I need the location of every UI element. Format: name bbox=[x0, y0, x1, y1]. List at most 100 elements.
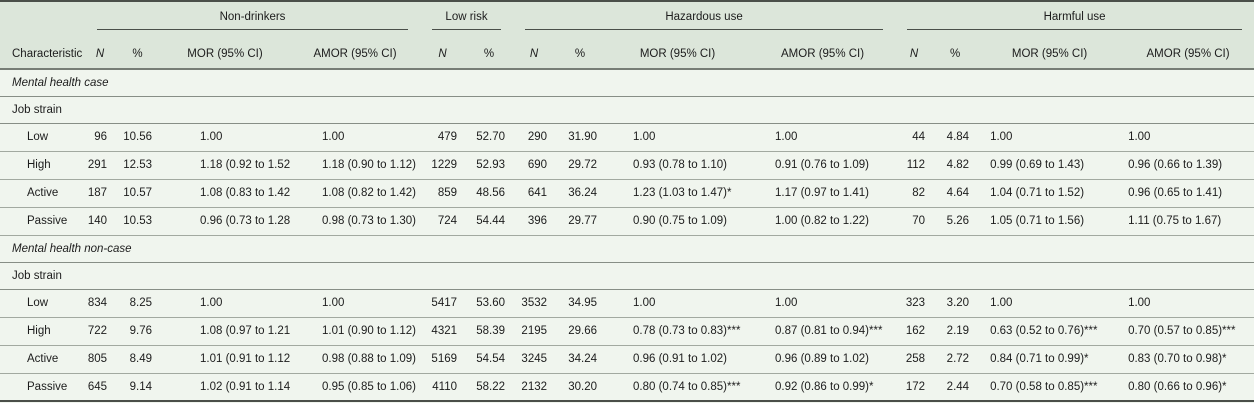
column-group-label: Non-drinkers bbox=[97, 11, 409, 30]
data-cell: 1.02 (0.91 to 1.14) bbox=[200, 380, 290, 393]
column-header-mor: MOR (95% CI) bbox=[187, 48, 263, 60]
data-cell: 291 bbox=[87, 159, 107, 171]
data-cell: 0.96 (0.73 to 1.28) bbox=[200, 215, 290, 227]
column-header-percent: % bbox=[574, 48, 586, 60]
column-header-percent: % bbox=[949, 48, 961, 60]
data-cell: 1.01 (0.90 to 1.12) bbox=[322, 325, 416, 337]
data-cell: 9.76 bbox=[129, 325, 152, 337]
data-cell: 0.78 (0.73 to 0.83)*** bbox=[633, 325, 741, 337]
data-cell: 1.00 bbox=[1128, 131, 1151, 143]
data-cell: 1.00 bbox=[990, 131, 1013, 143]
data-cell: 0.99 (0.69 to 1.43) bbox=[990, 159, 1085, 171]
data-cell: 9.14 bbox=[129, 380, 152, 393]
row-label: High bbox=[27, 159, 51, 171]
data-cell: 834 bbox=[87, 297, 107, 309]
data-cell: 0.83 (0.70 to 0.98)* bbox=[1128, 353, 1227, 365]
data-cell: 8.49 bbox=[129, 353, 152, 365]
data-cell: 0.63 (0.52 to 0.76)*** bbox=[990, 325, 1098, 337]
data-cell: 1.00 bbox=[633, 297, 656, 309]
data-cell: 0.95 (0.85 to 1.06) bbox=[322, 380, 416, 393]
column-group-low-risk: Low risk bbox=[420, 1, 513, 30]
data-cell: 2.72 bbox=[946, 353, 970, 365]
data-cell: 0.90 (0.75 to 1.09) bbox=[633, 215, 727, 227]
data-cell: 1.00 bbox=[990, 297, 1013, 309]
data-cell: 53.60 bbox=[476, 297, 506, 309]
section-title-row: Mental health case bbox=[0, 69, 1254, 96]
table-row-noncase-low: Low 834 8.25 1.00 1.00 5417 53.60 3532 3… bbox=[0, 289, 1254, 317]
data-cell: 54.54 bbox=[476, 353, 506, 365]
data-cell: 3532 bbox=[521, 297, 548, 309]
data-cell: 1.18 (0.92 to 1.52) bbox=[200, 159, 290, 171]
column-header-percent: % bbox=[483, 48, 495, 60]
data-cell: 2.44 bbox=[946, 380, 970, 393]
data-cell: 96 bbox=[94, 131, 107, 143]
row-label: Low bbox=[27, 297, 49, 309]
data-cell: 4321 bbox=[431, 325, 458, 337]
data-cell: 140 bbox=[87, 215, 107, 227]
data-cell: 1.00 bbox=[200, 131, 223, 143]
data-cell: 29.66 bbox=[568, 325, 598, 337]
column-header-n: N bbox=[95, 48, 105, 60]
data-cell: 4.82 bbox=[946, 159, 970, 171]
data-cell: 396 bbox=[527, 215, 548, 227]
data-cell: 323 bbox=[905, 297, 926, 309]
column-header-n: N bbox=[438, 48, 447, 60]
data-cell: 1.08 (0.83 to 1.42) bbox=[200, 187, 290, 199]
data-cell: 52.70 bbox=[476, 131, 506, 143]
data-cell: 0.70 (0.58 to 0.85)*** bbox=[990, 380, 1098, 393]
data-cell: 54.44 bbox=[476, 215, 506, 227]
column-group-label: Harmful use bbox=[907, 11, 1243, 30]
data-cell: 1.00 bbox=[775, 131, 798, 143]
data-cell: 805 bbox=[87, 353, 107, 365]
data-cell: 0.84 (0.71 to 0.99)* bbox=[990, 353, 1089, 365]
data-cell: 5417 bbox=[431, 297, 458, 309]
data-cell: 0.80 (0.66 to 0.96)* bbox=[1128, 380, 1227, 393]
data-cell: 4.64 bbox=[946, 187, 970, 199]
data-cell: 5.26 bbox=[946, 215, 970, 227]
data-cell: 1229 bbox=[431, 159, 458, 171]
data-cell: 0.70 (0.57 to 0.85)*** bbox=[1128, 325, 1236, 337]
data-cell: 1.00 bbox=[322, 297, 345, 309]
data-cell: 1.23 (1.03 to 1.47)* bbox=[633, 187, 732, 199]
column-header-amor: AMOR (95% CI) bbox=[781, 48, 865, 60]
data-cell: 1.00 bbox=[1128, 297, 1151, 309]
row-label: High bbox=[27, 325, 51, 337]
data-cell: 1.08 (0.97 to 1.21) bbox=[200, 325, 290, 337]
data-cell: 5169 bbox=[431, 353, 458, 365]
data-cell: 0.96 (0.65 to 1.41) bbox=[1128, 187, 1223, 199]
table-row-case-active: Active 187 10.57 1.08 (0.83 to 1.42) 1.0… bbox=[0, 179, 1254, 207]
data-cell: 10.56 bbox=[123, 131, 152, 143]
subsection-label: Job strain bbox=[12, 269, 62, 282]
data-cell: 52.93 bbox=[476, 159, 506, 171]
data-cell: 70 bbox=[912, 215, 926, 227]
subsection-row: Job strain bbox=[0, 262, 1254, 289]
data-cell: 859 bbox=[437, 187, 458, 199]
data-cell: 1.00 bbox=[775, 297, 798, 309]
section-title: Mental health case bbox=[12, 76, 109, 89]
column-group-label: Low risk bbox=[432, 11, 502, 30]
data-cell: 4.84 bbox=[946, 131, 970, 143]
column-group-hazardous-use: Hazardous use bbox=[513, 1, 895, 30]
data-cell: 10.53 bbox=[123, 215, 152, 227]
group-header-spacer bbox=[0, 1, 85, 30]
data-cell: 187 bbox=[87, 187, 107, 199]
data-cell: 36.24 bbox=[568, 187, 598, 199]
data-cell: 0.96 (0.66 to 1.39) bbox=[1128, 159, 1223, 171]
data-cell: 479 bbox=[437, 131, 458, 143]
data-cell: 31.90 bbox=[568, 131, 598, 143]
table-row-case-passive: Passive 140 10.53 0.96 (0.73 to 1.28) 0.… bbox=[0, 207, 1254, 235]
data-cell: 1.00 bbox=[633, 131, 656, 143]
data-cell: 722 bbox=[87, 325, 107, 337]
data-cell: 258 bbox=[905, 353, 926, 365]
data-cell: 1.17 (0.97 to 1.41) bbox=[775, 187, 869, 199]
table-header: Non-drinkers Low risk Hazardous use Harm… bbox=[0, 1, 1254, 69]
data-cell: 2132 bbox=[521, 380, 548, 393]
data-cell: 162 bbox=[905, 325, 926, 337]
row-label: Active bbox=[27, 353, 59, 365]
data-cell: 1.00 bbox=[322, 131, 345, 143]
data-cell: 34.24 bbox=[568, 353, 598, 365]
row-label: Low bbox=[27, 131, 49, 143]
data-cell: 10.57 bbox=[123, 187, 152, 199]
data-cell: 34.95 bbox=[568, 297, 598, 309]
